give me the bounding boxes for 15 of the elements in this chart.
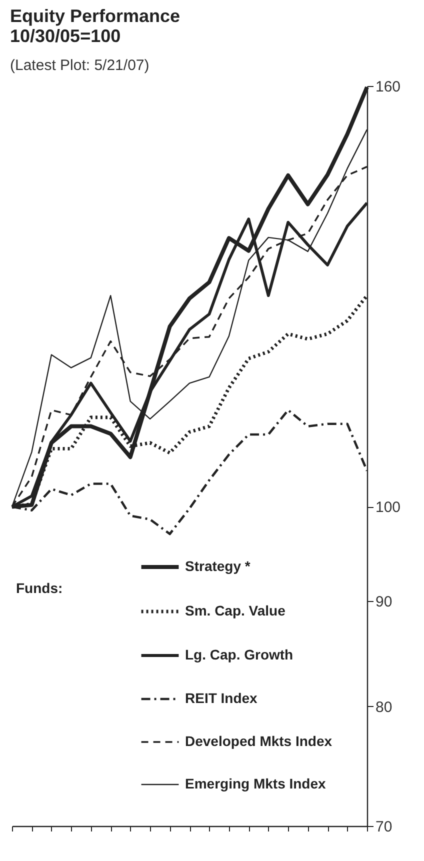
legend-label: Strategy * [185,558,251,574]
text: 10/30/05=100 [10,26,121,46]
y-tick-label: 160 [376,78,401,96]
legend-label: Lg. Cap. Growth [185,646,294,662]
legend-label: Sm. Cap. Value [185,602,286,618]
chart-subtitle: (Latest Plot: 5/21/07) [10,57,150,74]
y-tick-label: 90 [376,594,392,611]
text: Equity Performance [10,6,180,26]
legend-label: REIT Index [185,690,258,706]
annotation: Funds: [16,580,63,596]
y-tick-label: 70 [376,818,392,836]
y-tick-label: 100 [376,499,401,516]
legend-label: Emerging Mkts Index [185,776,326,792]
legend-label: Developed Mkts Index [185,733,332,749]
y-tick-label: 80 [376,698,392,716]
